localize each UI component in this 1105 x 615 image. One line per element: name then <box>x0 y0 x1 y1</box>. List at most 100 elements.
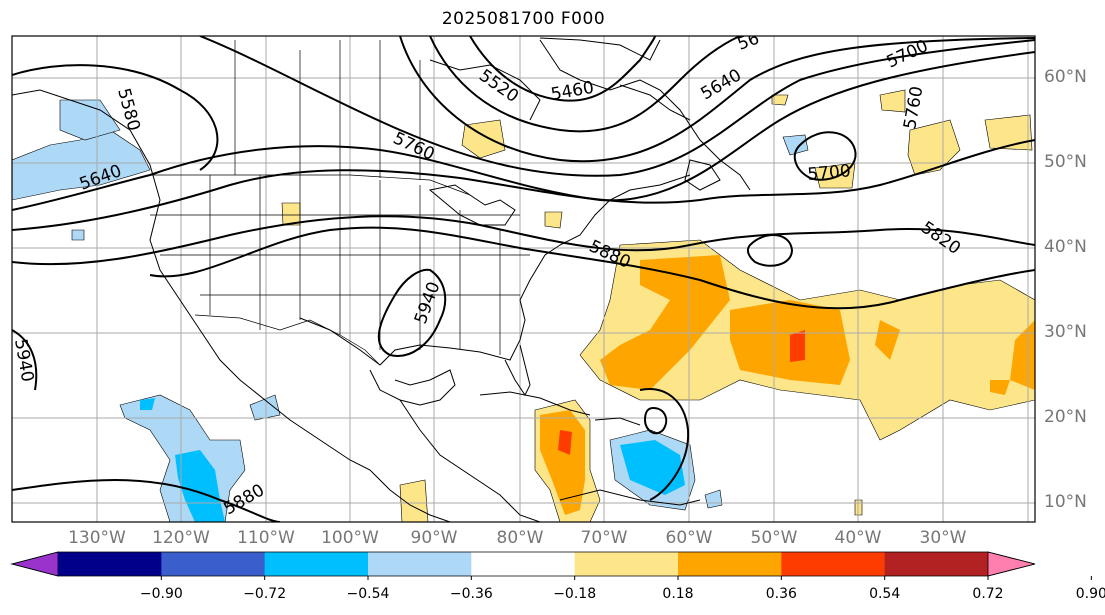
coast-gulf <box>299 174 691 366</box>
contour-5940 <box>12 268 447 391</box>
coastlines <box>12 37 751 522</box>
fill-pacific-blue <box>175 450 225 522</box>
coast-yucatan <box>369 369 456 406</box>
coast-arctic-islands <box>619 84 691 121</box>
colorbar-tick-label: 0.18 <box>662 586 694 602</box>
coast-cuba <box>479 391 591 416</box>
colorbar-tick-label: 0.72 <box>972 586 1004 602</box>
colorbar-segment <box>161 552 266 576</box>
colorbar-segment <box>471 552 576 576</box>
colorbar-tick-label: −0.54 <box>346 586 390 602</box>
latitude-label: 20°N <box>1044 407 1087 427</box>
anomaly-fills <box>12 89 1035 522</box>
colorbar-segment <box>678 552 782 576</box>
longitude-label: 90°W <box>410 528 458 548</box>
fill-caribbean-blue <box>620 440 685 495</box>
colorbar-segment <box>884 552 989 576</box>
border-canada-provinces <box>234 40 421 180</box>
longitude-label: 60°W <box>665 528 713 548</box>
contour-5880 <box>12 226 1035 522</box>
longitude-label: 40°W <box>834 528 882 548</box>
coast-north-america-west <box>12 89 451 522</box>
colorbar-outline <box>10 551 1036 577</box>
fill-ne2-yellow <box>984 114 1033 151</box>
colorbar-segment <box>264 552 369 576</box>
fill-alaska-blue-2 <box>59 99 121 141</box>
fill-caribbean-orange <box>540 410 585 515</box>
colorbar-extend-low <box>10 551 59 577</box>
political-borders <box>150 40 530 366</box>
longitude-label: 50°W <box>750 528 798 548</box>
colorbar-extend-high <box>987 551 1036 577</box>
fill-pacific-small-blue <box>71 229 85 241</box>
longitude-label: 100°W <box>321 528 379 548</box>
longitude-label: 30°W <box>919 528 967 548</box>
coast-hispaniola <box>594 417 641 426</box>
map-frame <box>11 35 1036 523</box>
contour-5580-west <box>12 64 219 171</box>
contour-5760 <box>12 139 1035 231</box>
coast-great-lakes <box>428 184 516 226</box>
colorbar-segment <box>58 552 162 576</box>
height-contours <box>12 36 1035 522</box>
longitude-label: 70°W <box>580 528 628 548</box>
fill-mid-yellow <box>814 162 856 189</box>
longitude-label: 120°W <box>152 528 210 548</box>
fill-greenland-yellow <box>771 94 789 106</box>
latitude-label: 60°N <box>1044 67 1087 87</box>
fill-east-canada-yellow <box>879 89 906 113</box>
latitude-label: 40°N <box>1044 237 1087 257</box>
coast-labrador <box>539 39 751 191</box>
border-us-mexico <box>194 314 381 366</box>
contour-label: 5700 <box>807 161 852 185</box>
fill-caribbean-red <box>558 430 572 455</box>
fill-atlantic-lightblue <box>782 134 809 156</box>
colorbar-segment <box>781 552 886 576</box>
coast-newfoundland <box>684 159 721 191</box>
fill-mexico-yellow <box>399 479 429 522</box>
contour-hurricane <box>639 388 690 501</box>
fill-alaska-blue <box>12 129 151 201</box>
fill-east-orange-2 <box>990 380 1010 395</box>
contour-5820 <box>12 215 1035 266</box>
graticule <box>12 36 1035 522</box>
fill-atlantic-orange <box>600 255 730 390</box>
contour-5820-loop <box>746 233 794 267</box>
fill-east-orange <box>1010 320 1035 390</box>
latitude-label: 30°N <box>1044 322 1087 342</box>
colorbar-tick-label: −0.72 <box>243 586 287 602</box>
longitude-label: 110°W <box>237 528 295 548</box>
latitude-label: 10°N <box>1044 492 1087 512</box>
coast-central-america <box>399 399 541 522</box>
contour-5460 <box>469 36 656 102</box>
border-states-2 <box>150 214 530 296</box>
contour-5700-loop <box>793 131 857 181</box>
coast-hudson <box>429 59 541 121</box>
colorbar-tick-label: 0.54 <box>869 586 901 602</box>
fill-atlantic-orange-3 <box>875 320 900 360</box>
longitude-label: 80°W <box>496 528 544 548</box>
colorbar-tick-label: −0.90 <box>139 586 183 602</box>
border-us-canada <box>150 174 471 196</box>
longitude-label: 130°W <box>68 528 126 548</box>
colorbar <box>10 551 1092 580</box>
colorbar-tick-label: 0.36 <box>765 586 797 602</box>
coast-florida <box>504 344 531 396</box>
fill-east-us-yellow <box>544 211 563 229</box>
colorbar-tick-label: −0.36 <box>449 586 493 602</box>
coast-greenland <box>539 37 661 61</box>
fill-pacific-blue-2 <box>140 398 155 410</box>
latitude-label: 50°N <box>1044 152 1087 172</box>
fill-atlantic-red <box>790 330 805 362</box>
contour-5700 <box>12 51 1035 211</box>
contour-5520 <box>429 36 741 133</box>
colorbar-tick-label: −0.18 <box>553 586 597 602</box>
coast-sa <box>559 489 701 506</box>
contour-5580-east <box>399 36 1035 163</box>
colorbar-segment <box>368 552 472 576</box>
colorbar-tick-label: 0.90 <box>1075 586 1105 602</box>
fill-ne-yellow <box>907 119 961 176</box>
map-title: 2025081700 F000 <box>441 9 606 29</box>
contour-5640 <box>199 36 1035 177</box>
